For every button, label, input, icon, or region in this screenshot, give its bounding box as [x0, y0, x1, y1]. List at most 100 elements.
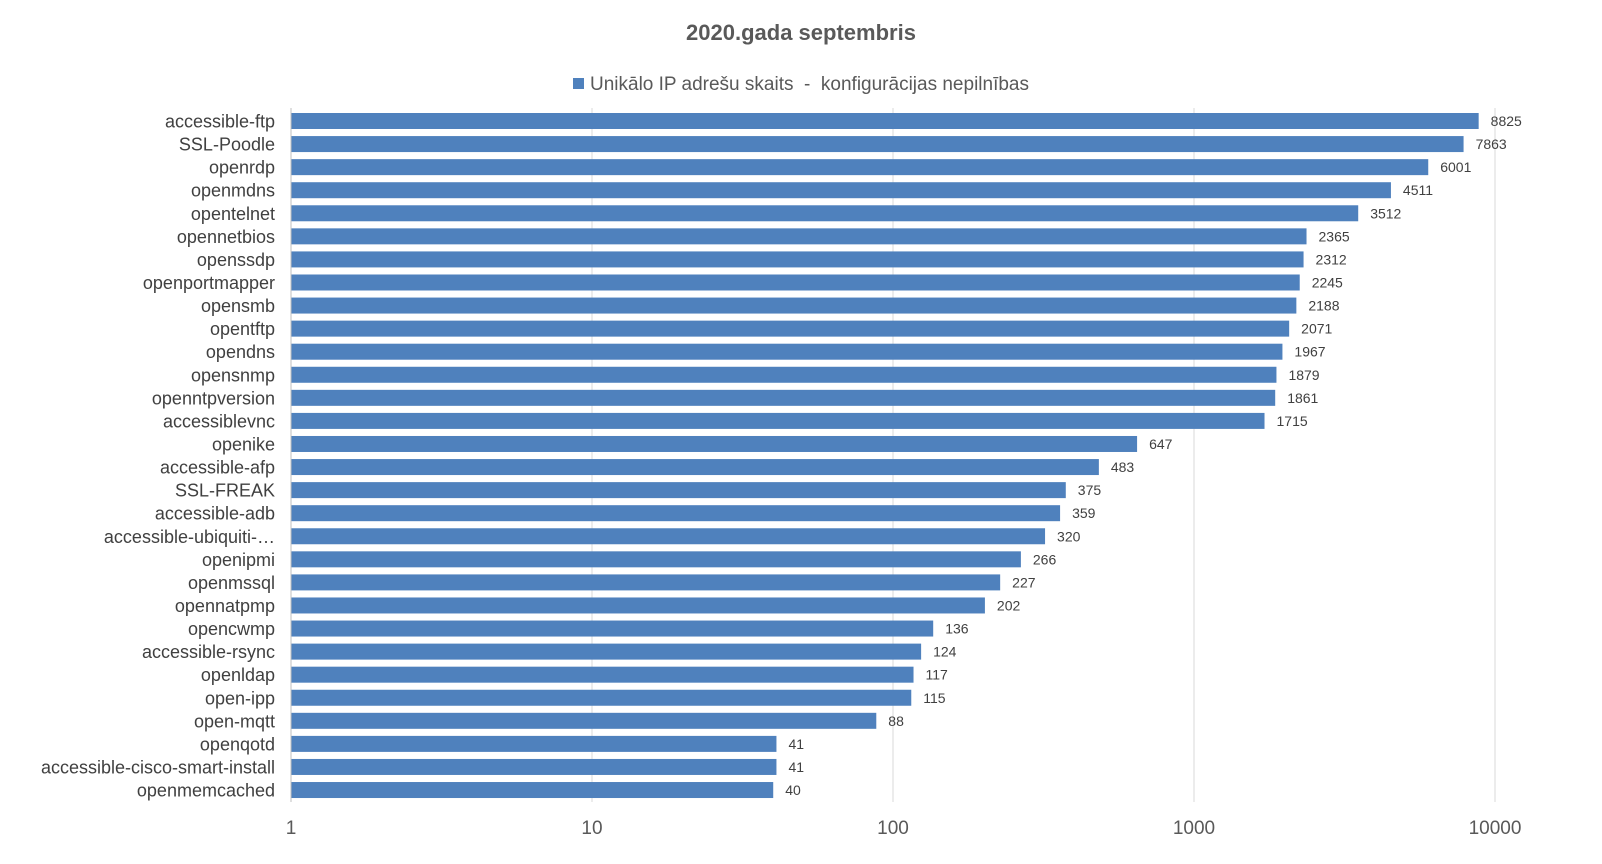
category-label: opentftp	[210, 319, 275, 339]
x-tick-label: 1	[286, 818, 297, 839]
category-label: SSL-FREAK	[175, 481, 275, 501]
bar	[291, 482, 1066, 499]
x-tick-label: 10	[581, 818, 602, 839]
x-tick-label: 10000	[1469, 818, 1522, 839]
category-label: openmdns	[191, 181, 275, 201]
category-label: opensmb	[201, 296, 275, 316]
bar	[291, 620, 934, 637]
bar	[291, 505, 1061, 522]
bar	[291, 712, 877, 729]
data-label: 2245	[1312, 274, 1343, 290]
data-label: 40	[785, 782, 801, 798]
bar	[291, 435, 1138, 452]
x-tick-label: 1000	[1173, 818, 1215, 839]
category-label: opendns	[206, 342, 275, 362]
category-label: accessible-afp	[160, 458, 275, 478]
category-label: openrdp	[209, 158, 275, 178]
category-label: opencwmp	[188, 619, 275, 639]
bar	[291, 574, 1001, 591]
data-label: 647	[1149, 436, 1173, 452]
data-label: 320	[1057, 528, 1081, 544]
data-label: 8825	[1491, 113, 1522, 129]
category-label: openmemcached	[137, 781, 275, 801]
bar	[291, 459, 1099, 476]
bar	[291, 205, 1359, 222]
chart-title: 2020.gada septembris	[686, 20, 916, 45]
category-label: accessible-rsync	[142, 642, 275, 662]
bar	[291, 274, 1300, 291]
data-label: 1715	[1277, 413, 1308, 429]
data-label: 3512	[1370, 205, 1401, 221]
bar	[291, 343, 1283, 360]
bar	[291, 412, 1265, 429]
data-label: 41	[788, 759, 804, 775]
legend-label: Unikālo IP adrešu skaits - konfigurācija…	[590, 74, 1029, 95]
category-label: accessible-ftp	[165, 112, 275, 132]
data-label: 266	[1033, 551, 1057, 567]
bar	[291, 758, 777, 775]
data-label: 375	[1078, 482, 1102, 498]
category-label: accessible-cisco-smart-install	[41, 757, 275, 777]
data-label: 2188	[1308, 298, 1339, 314]
data-label: 202	[997, 597, 1021, 613]
data-label: 1879	[1288, 367, 1319, 383]
category-label: open-mqtt	[194, 711, 275, 731]
bar	[291, 666, 914, 683]
data-label: 483	[1111, 459, 1135, 475]
bar	[291, 136, 1464, 153]
bar	[291, 297, 1297, 314]
data-label: 4511	[1403, 182, 1433, 198]
data-label: 2071	[1301, 321, 1332, 337]
category-label: opensnmp	[191, 365, 275, 385]
data-label: 1967	[1294, 344, 1325, 360]
data-label: 136	[945, 621, 969, 637]
category-label: openssdp	[197, 250, 275, 270]
data-label: 124	[933, 644, 957, 660]
x-tick-label: 100	[877, 818, 909, 839]
bar	[291, 159, 1429, 176]
data-label: 115	[923, 690, 946, 706]
bar	[291, 689, 912, 706]
bar	[291, 782, 774, 799]
category-label: openportmapper	[143, 273, 275, 293]
category-label: openmssql	[188, 573, 275, 593]
category-label: opennatpmp	[175, 596, 275, 616]
bar	[291, 735, 777, 752]
category-label: accessiblevnc	[163, 411, 275, 431]
legend-swatch	[573, 78, 584, 90]
category-label: openipmi	[202, 550, 275, 570]
category-label: opentelnet	[191, 204, 275, 224]
bar	[291, 528, 1046, 545]
data-label: 2312	[1316, 251, 1347, 267]
bar	[291, 389, 1276, 406]
data-label: 41	[788, 736, 804, 752]
category-label: SSL-Poodle	[179, 135, 275, 155]
bar	[291, 251, 1304, 268]
bar	[291, 182, 1391, 199]
bar	[291, 366, 1277, 383]
category-label: open-ipp	[205, 688, 275, 708]
category-label: openntpversion	[152, 388, 275, 408]
category-label: openike	[212, 434, 275, 454]
data-label: 2365	[1319, 228, 1350, 244]
bar	[291, 643, 922, 660]
data-label: 117	[926, 667, 949, 683]
bar	[291, 228, 1307, 245]
data-label: 227	[1012, 574, 1036, 590]
category-label: accessible-ubiquiti-…	[104, 527, 275, 547]
category-label: accessible-adb	[155, 504, 275, 524]
data-label: 6001	[1440, 159, 1471, 175]
category-label: openldap	[201, 665, 275, 685]
bar	[291, 320, 1290, 337]
category-label: openqotd	[200, 734, 275, 754]
bar	[291, 597, 985, 614]
data-label: 7863	[1476, 136, 1507, 152]
bar	[291, 113, 1479, 129]
data-label: 88	[888, 713, 904, 729]
data-label: 1861	[1287, 390, 1318, 406]
data-label: 359	[1072, 505, 1096, 521]
bar	[291, 551, 1021, 568]
category-label: opennetbios	[177, 227, 275, 247]
chart-legend: Unikālo IP adrešu skaits - konfigurācija…	[0, 74, 1602, 96]
